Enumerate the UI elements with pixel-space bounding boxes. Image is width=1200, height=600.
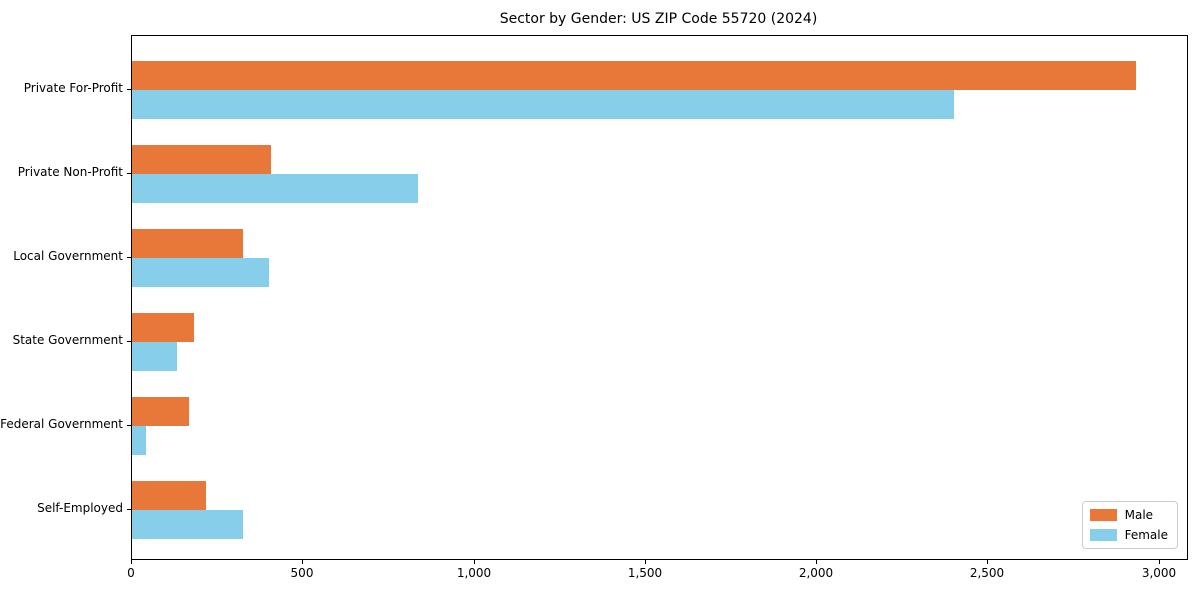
bar-female-4	[132, 426, 146, 455]
y-tick-mark	[127, 89, 131, 90]
x-tick-mark	[302, 560, 303, 564]
male-series-swatch-icon	[1089, 509, 1117, 521]
y-axis-label: Private For-Profit	[23, 81, 123, 95]
legend-label-male: Male	[1124, 508, 1154, 522]
bar-male-3	[132, 313, 194, 342]
bar-female-1	[132, 174, 418, 203]
x-tick-mark	[816, 560, 817, 564]
x-tick-mark	[645, 560, 646, 564]
y-tick-mark	[127, 341, 131, 342]
bar-female-5	[132, 510, 243, 539]
bar-male-0	[132, 61, 1136, 90]
x-tick-mark	[1159, 560, 1160, 564]
x-tick-mark	[987, 560, 988, 564]
bar-female-0	[132, 90, 954, 119]
y-axis-label: State Government	[12, 333, 123, 347]
y-axis-label: Federal Government	[0, 417, 123, 431]
legend: Male Female	[1081, 501, 1178, 549]
x-axis-label: 2,500	[969, 566, 1005, 580]
x-axis-label: 2,000	[798, 566, 834, 580]
x-axis-label: 0	[127, 566, 135, 580]
chart-title: Sector by Gender: US ZIP Code 55720 (202…	[499, 11, 818, 27]
x-axis-label: 1,500	[627, 566, 663, 580]
bar-male-5	[132, 481, 206, 510]
y-tick-mark	[127, 257, 131, 258]
bar-female-3	[132, 342, 177, 371]
x-axis-label: 500	[290, 566, 314, 580]
y-tick-mark	[127, 425, 131, 426]
x-axis-label: 3,000	[1141, 566, 1177, 580]
bar-male-4	[132, 397, 189, 426]
bar-female-2	[132, 258, 269, 287]
legend-item-male: Male	[1089, 508, 1168, 522]
x-axis-label: 1,000	[456, 566, 492, 580]
y-axis-label: Local Government	[13, 249, 123, 263]
bar-male-1	[132, 145, 271, 174]
plot-area: Male Female	[131, 35, 1188, 560]
x-tick-mark	[131, 560, 132, 564]
y-axis-label: Self-Employed	[37, 501, 123, 515]
x-tick-mark	[474, 560, 475, 564]
y-tick-mark	[127, 173, 131, 174]
bar-male-2	[132, 229, 243, 258]
female-series-swatch-icon	[1089, 529, 1117, 541]
y-axis-label: Private Non-Profit	[17, 165, 123, 179]
y-tick-mark	[127, 509, 131, 510]
legend-item-female: Female	[1089, 528, 1168, 542]
legend-label-female: Female	[1124, 528, 1168, 542]
